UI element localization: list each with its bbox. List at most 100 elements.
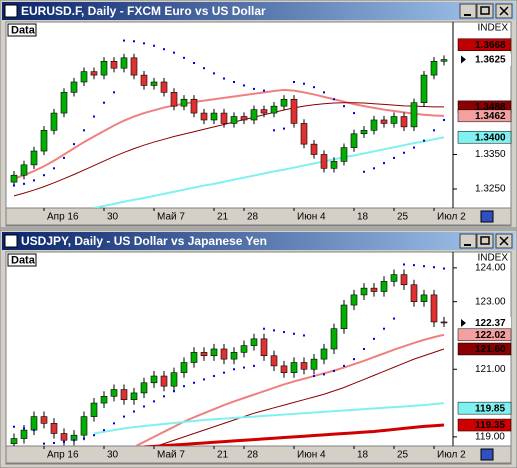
sar-dot (83, 437, 85, 440)
candle-body (30, 150, 38, 166)
candle-body (270, 105, 278, 114)
sar-dot (363, 170, 365, 173)
sar-dot (423, 265, 425, 268)
price-marker (457, 342, 512, 356)
candle-body (340, 304, 348, 330)
sar-dot (263, 89, 265, 92)
window-title: EURUSD.F, Daily - FXCM Euro vs US Dollar (21, 4, 266, 18)
candle-body (120, 389, 128, 400)
sar-dot (243, 366, 245, 369)
candle-body (440, 59, 448, 62)
x-tick-label: Июн 4 (297, 212, 326, 223)
sar-dot (393, 156, 395, 159)
sar-dot (203, 378, 205, 381)
candle-body (430, 294, 438, 323)
scale-button[interactable] (480, 448, 494, 461)
sar-dot (243, 84, 245, 87)
price-marker-label: 122.02 (475, 330, 506, 341)
sar-dot (53, 441, 55, 444)
sar-dot (273, 329, 275, 332)
sar-dot (283, 127, 285, 130)
sar-dot (443, 267, 445, 270)
maximize-button[interactable] (476, 233, 494, 249)
sar-dot (273, 129, 275, 132)
candle-body (310, 358, 318, 370)
candle-body (280, 365, 288, 373)
sar-dot (333, 369, 335, 372)
scale-button[interactable] (480, 210, 494, 223)
price-marker-label: 121.60 (475, 344, 506, 355)
candle-body (370, 119, 378, 131)
moving-average (143, 423, 445, 446)
data-box (7, 253, 37, 267)
price-marker-label: 1.3625 (475, 55, 506, 66)
sar-dot (433, 129, 435, 132)
candle-body (20, 164, 28, 176)
sar-dot (383, 327, 385, 330)
candle-body (430, 60, 438, 76)
x-tick-label: 18 (357, 450, 369, 461)
sar-dot (93, 434, 95, 437)
sar-dot (33, 179, 35, 182)
sar-dot (373, 337, 375, 340)
sar-dot (83, 129, 85, 132)
price-marker (458, 53, 511, 66)
sar-dot (303, 334, 305, 337)
candle-body (260, 338, 268, 357)
candle-body (160, 375, 168, 387)
sar-dot (153, 400, 155, 403)
candle-body (110, 60, 118, 69)
candle-body (170, 92, 178, 107)
sar-dot (293, 80, 295, 83)
sar-dot (193, 62, 195, 65)
candle-body (250, 109, 258, 121)
candle-body (210, 112, 218, 121)
candle-body (210, 348, 218, 357)
price-marker-label: 119.85 (475, 403, 505, 414)
sar-dot (23, 427, 25, 430)
moving-average (155, 348, 445, 446)
candle-body (110, 389, 118, 397)
candle-body (130, 57, 138, 76)
current-price-arrow (461, 55, 466, 64)
sar-dot (403, 151, 405, 154)
candle-body (170, 372, 178, 387)
title-bar (2, 232, 515, 250)
sar-dot (373, 167, 375, 170)
candle-body (440, 321, 448, 324)
x-tick-label: 25 (397, 212, 409, 223)
candle-body (180, 362, 188, 373)
candle-body (240, 116, 248, 121)
sar-dot (253, 87, 255, 90)
x-axis-bar (5, 445, 512, 464)
candle-body (190, 98, 198, 114)
data-label: Data (11, 254, 36, 266)
sar-dot (403, 263, 405, 266)
candle-body (310, 143, 318, 155)
x-tick-label: 30 (107, 212, 119, 223)
window-icon (4, 234, 18, 248)
x-tick-label: Апр 16 (47, 212, 79, 223)
x-tick-label: Июл 2 (437, 450, 466, 461)
maximize-button[interactable] (476, 3, 494, 19)
sar-dot (353, 112, 355, 115)
candle-body (300, 362, 308, 370)
candle-body (380, 119, 388, 124)
candle-body (50, 423, 58, 434)
candle-body (100, 396, 108, 404)
sar-dot (393, 317, 395, 320)
price-marker (457, 401, 512, 415)
candle-body (190, 352, 198, 363)
candle-body (370, 287, 378, 292)
sar-dot (293, 332, 295, 335)
candle-body (410, 102, 418, 128)
chart-area (5, 251, 512, 465)
candle-body (120, 57, 128, 69)
sar-dot (53, 167, 55, 170)
sar-dot (233, 368, 235, 371)
candle-body (290, 98, 298, 124)
sar-dot (113, 91, 115, 94)
sar-dot (223, 77, 225, 80)
moving-average (93, 402, 445, 435)
candle-body (330, 328, 338, 350)
